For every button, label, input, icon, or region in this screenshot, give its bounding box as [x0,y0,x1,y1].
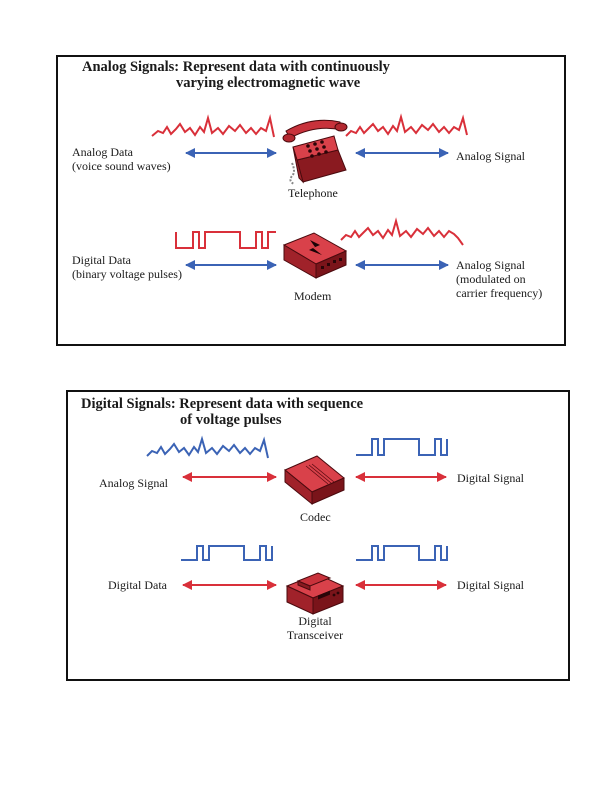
analog-voice-wave [151,114,275,138]
transceiver-icon [285,572,345,615]
analog-data-sublabel: (voice sound waves) [72,159,171,173]
digital-signal-label-2: Digital Signal [457,578,524,592]
codec-label: Codec [300,510,331,524]
modulated-sublabel: (modulated on [456,272,526,286]
modem-label: Modem [294,289,332,303]
carrier-frequency-sublabel: carrier frequency) [456,286,543,300]
transceiver-label-line2: Transceiver [286,628,344,642]
transceiver-label-line1: Digital [298,614,332,628]
digital-panel-title-line2: of voltage pulses [180,412,282,428]
modem-icon [282,232,348,279]
analog-signal-input-label: Analog Signal [99,476,168,490]
digital-output-wave-2 [356,545,448,561]
binary-pulses-wave [175,231,276,249]
analog-signal-label-1: Analog Signal [456,149,525,163]
modulated-signal-wave [340,217,464,246]
digital-data-input-label: Digital Data [108,578,167,592]
digital-input-wave [181,545,273,561]
analog-panel-title-line1: Analog Signals: Represent data with cont… [82,59,390,75]
digital-data-label: Digital Data [72,253,131,267]
telephone-icon [282,119,348,185]
analog-data-label: Analog Data [72,145,133,159]
digital-signal-label-1: Digital Signal [457,471,524,485]
digital-output-wave-1 [356,438,448,456]
analog-signal-wave-1 [345,113,468,137]
digital-data-sublabel: (binary voltage pulses) [72,267,182,281]
digital-panel-title-line1: Digital Signals: Represent data with seq… [81,396,364,412]
analog-signals-panel [56,55,566,346]
analog-signal-label-2: Analog Signal [456,258,525,272]
codec-icon [284,455,345,506]
telephone-label: Telephone [288,186,338,200]
analog-input-wave [146,435,269,459]
analog-panel-title-line2: varying electromagnetic wave [176,75,361,91]
digital-signals-panel [66,390,570,681]
